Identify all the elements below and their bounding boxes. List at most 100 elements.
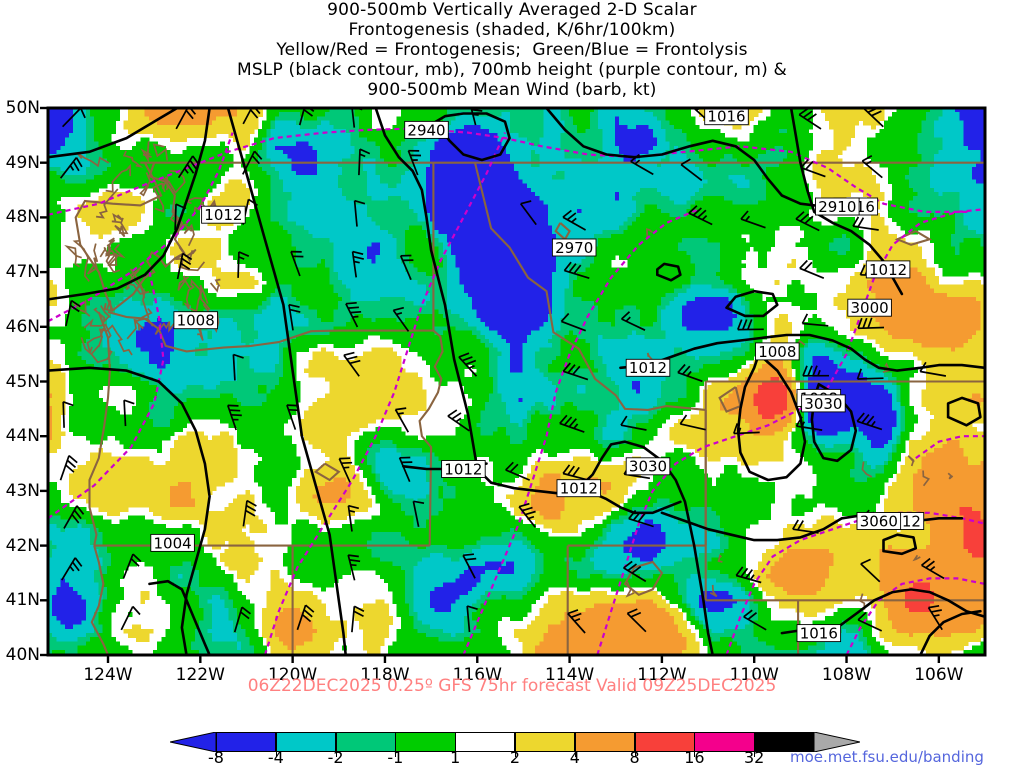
wind-barb	[462, 553, 477, 579]
y-tick-label: 45N	[5, 371, 40, 392]
height-label-box	[551, 238, 597, 257]
height-contour	[48, 127, 432, 216]
mslp-contour	[148, 579, 188, 602]
mslp-label-box	[441, 460, 486, 478]
wind-barb	[688, 205, 713, 226]
mslp-label-box	[556, 479, 602, 498]
terrain-detail	[861, 461, 873, 478]
wind-barb	[562, 464, 589, 481]
mslp-label: 1008	[758, 343, 796, 361]
wind-barb	[857, 611, 883, 632]
state-border	[473, 162, 706, 411]
mslp-contour	[48, 366, 211, 655]
y-tick-label: 47N	[5, 262, 40, 283]
terrain-detail	[912, 554, 921, 562]
wind-barb	[740, 210, 766, 229]
terrain-detail	[209, 278, 221, 293]
wind-barb	[732, 423, 760, 435]
y-tick-label: 40N	[5, 645, 40, 665]
colorbar-tick	[455, 752, 457, 757]
y-tick-label: 46N	[5, 316, 40, 337]
terrain-detail	[169, 208, 188, 227]
wind-barb	[620, 415, 647, 431]
height-label-box	[815, 197, 860, 216]
mslp-label-box	[755, 342, 800, 361]
forecast-caption: 06Z22DEC2025 0.25º GFS 75hr forecast Val…	[247, 676, 777, 696]
terrain-detail	[183, 223, 195, 247]
terrain-detail	[625, 581, 635, 598]
y-tick-label: 42N	[5, 535, 40, 556]
wind-barb	[466, 605, 478, 633]
mslp-contour	[882, 533, 918, 556]
height-label: 2940	[407, 121, 445, 139]
mslp-label-box	[150, 533, 195, 552]
wind-barb	[226, 404, 242, 431]
wind-barb	[801, 313, 829, 327]
wind-barb	[296, 604, 315, 631]
wind-barb	[802, 365, 830, 377]
wind-barb	[458, 352, 478, 377]
colorbar-tick	[335, 752, 337, 757]
terrain-detail	[105, 163, 132, 193]
terrain-detail	[174, 253, 206, 272]
wind-barb	[919, 361, 947, 377]
height-label-box	[625, 457, 671, 476]
terrain-detail	[161, 175, 169, 191]
wind-barb	[852, 216, 879, 231]
title-line-1: 900-500mb Vertically Averaged 2-D Scalar	[327, 0, 697, 20]
colorbar-segment	[275, 732, 337, 752]
height-contour	[462, 208, 700, 655]
wind-barb	[399, 254, 414, 281]
terrain-detail	[80, 337, 113, 364]
wind-barb	[177, 155, 200, 179]
colorbar-segment	[574, 732, 636, 752]
terrain-detail	[125, 266, 142, 291]
colorbar-tick	[634, 752, 636, 757]
mslp-label: 1012	[629, 359, 667, 377]
terrain-detail	[86, 327, 105, 353]
mslp-label: 1012	[444, 460, 482, 478]
wind-barb	[392, 306, 410, 332]
colorbar-tick-label: 8	[629, 748, 640, 767]
y-tick-label: 44N	[5, 426, 40, 447]
terrain-detail	[907, 455, 915, 467]
terrain-detail	[103, 300, 113, 312]
wind-barb	[286, 404, 300, 430]
wind-barb	[470, 108, 483, 126]
height-contour	[915, 435, 985, 459]
wind-barb	[233, 606, 252, 633]
coastline	[623, 560, 664, 596]
terrain-detail	[126, 307, 153, 340]
x-tick-label: 112W	[637, 665, 687, 685]
terrain-detail	[90, 325, 113, 356]
colorbar-tick-label: -1	[387, 748, 404, 767]
terrain-detail	[93, 305, 111, 324]
coastline	[90, 545, 109, 655]
mslp-label: 1016	[800, 625, 838, 643]
wind-barb	[921, 557, 945, 580]
figure-title: 900-500mb Vertically Averaged 2-D Scalar…	[0, 0, 1024, 100]
height-label: 3030	[804, 395, 842, 413]
terrain-detail	[183, 283, 195, 310]
colorbar-tick-label: 4	[569, 748, 580, 767]
wind-barb	[562, 209, 587, 231]
terrain-detail	[882, 362, 891, 374]
wind-barb	[792, 519, 819, 534]
y-tick-label: 50N	[5, 98, 40, 118]
terrain-detail	[114, 221, 129, 238]
wind-barb	[65, 299, 81, 327]
colorbar	[170, 732, 860, 752]
colorbar-tick-label: -2	[327, 748, 344, 767]
wind-barb	[174, 203, 187, 231]
terrain-detail	[140, 141, 152, 163]
wind-barb	[799, 259, 825, 279]
title-line-2: Frontogenesis (shaded, K/6hr/100km)	[348, 20, 676, 40]
wind-barb	[798, 108, 822, 130]
x-tick-label: 118W	[360, 665, 410, 685]
height-label-box	[404, 120, 449, 139]
mslp-label: 1012	[560, 480, 598, 498]
wind-barb	[621, 311, 646, 331]
source-watermark: moe.met.fsu.edu/banding	[790, 748, 984, 766]
wind-barb	[61, 108, 86, 128]
wind-barb	[288, 303, 301, 331]
